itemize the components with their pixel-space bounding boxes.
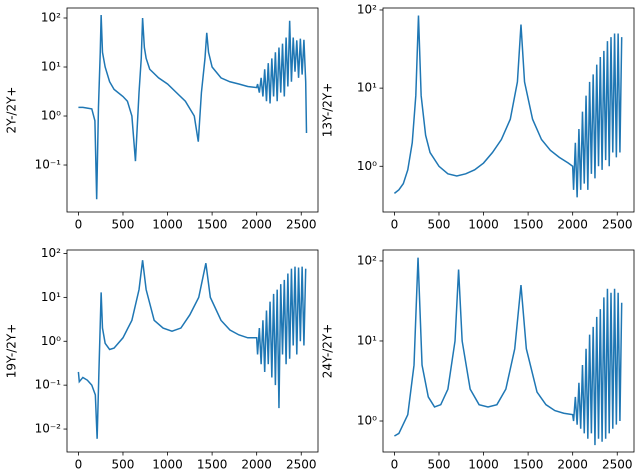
axes-frame bbox=[382, 249, 635, 453]
x-tick-label: 1500 bbox=[513, 218, 544, 232]
x-tick-label: 1000 bbox=[468, 218, 499, 232]
y-axis-label: 24Y-/2Y+ bbox=[321, 324, 335, 379]
y-tick-label: 10⁰ bbox=[357, 414, 377, 428]
y-tick-label: 10⁻² bbox=[35, 422, 62, 436]
y-tick-label: 10¹ bbox=[41, 60, 61, 74]
y-tick-label: 10² bbox=[357, 2, 377, 16]
x-tick-label: 2500 bbox=[602, 458, 633, 472]
y-axis-label: 13Y-/2Y+ bbox=[321, 83, 335, 138]
y-tick-label: 10¹ bbox=[357, 333, 377, 347]
x-tick-label: 500 bbox=[112, 218, 135, 232]
x-tick-label: 2000 bbox=[241, 218, 272, 232]
y-axis-label: 2Y-/2Y+ bbox=[5, 87, 19, 134]
data-line bbox=[393, 15, 623, 198]
axes-frame bbox=[382, 7, 635, 213]
x-tick-label: 2500 bbox=[602, 218, 633, 232]
y-tick-label: 10² bbox=[41, 11, 61, 25]
x-tick-label: 1500 bbox=[197, 218, 228, 232]
x-tick-label: 2000 bbox=[241, 458, 272, 472]
axes-frame bbox=[66, 249, 319, 453]
y-tick-label: 10¹ bbox=[41, 290, 61, 304]
y-tick-label: 10⁰ bbox=[41, 109, 61, 123]
x-tick-label: 500 bbox=[428, 218, 451, 232]
x-tick-label: 500 bbox=[428, 458, 451, 472]
y-tick-label: 10⁰ bbox=[357, 159, 377, 173]
x-tick-label: 1000 bbox=[468, 458, 499, 472]
x-tick-label: 500 bbox=[112, 458, 135, 472]
x-tick-label: 2000 bbox=[557, 218, 588, 232]
data-line bbox=[78, 15, 308, 200]
data-line bbox=[394, 257, 623, 446]
x-tick-label: 1500 bbox=[197, 458, 228, 472]
x-tick-label: 2500 bbox=[286, 458, 317, 472]
y-tick-label: 10¹ bbox=[357, 81, 377, 95]
y-axis-label: 19Y-/2Y+ bbox=[5, 324, 19, 379]
axes-frame bbox=[66, 7, 319, 213]
y-tick-label: 10⁻¹ bbox=[35, 158, 62, 172]
x-tick-label: 0 bbox=[75, 458, 83, 472]
x-tick-label: 1000 bbox=[152, 218, 183, 232]
y-tick-label: 10² bbox=[41, 246, 61, 260]
x-tick-label: 2000 bbox=[557, 458, 588, 472]
x-tick-label: 2500 bbox=[286, 218, 317, 232]
y-tick-label: 10² bbox=[357, 253, 377, 267]
x-tick-label: 0 bbox=[391, 458, 399, 472]
x-tick-label: 1000 bbox=[152, 458, 183, 472]
y-tick-label: 10⁻¹ bbox=[35, 378, 62, 392]
x-tick-label: 1500 bbox=[513, 458, 544, 472]
x-tick-label: 0 bbox=[391, 218, 399, 232]
x-tick-label: 0 bbox=[75, 218, 83, 232]
y-tick-label: 10⁰ bbox=[41, 334, 61, 348]
data-line bbox=[77, 260, 307, 439]
